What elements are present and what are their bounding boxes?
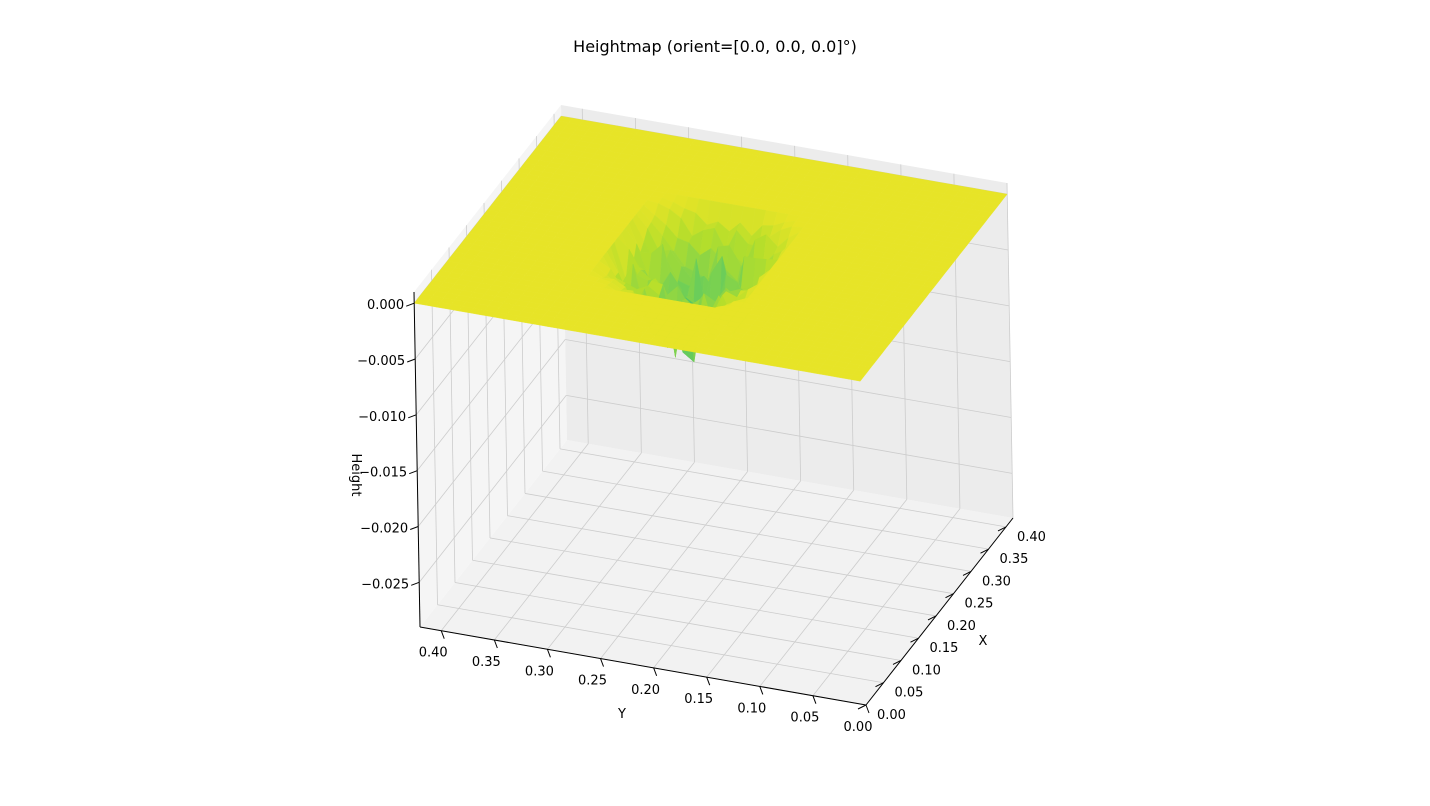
y-axis-tick-label: 0.25 bbox=[578, 674, 607, 689]
z-axis-tick-label: 0.000 bbox=[367, 298, 404, 313]
x-axis-tick-mark bbox=[927, 615, 937, 621]
z-axis-tick-label: −0.020 bbox=[360, 522, 408, 537]
y-axis-tick-mark bbox=[546, 649, 551, 658]
gridline-side-z bbox=[565, 339, 1012, 418]
z-axis-line bbox=[413, 291, 421, 628]
x-axis-tick-mark bbox=[997, 526, 1007, 532]
y-axis: 0.00 0.05 0.10 0.15 0.20 0.25 0.30 0.35 0.40 bbox=[419, 626, 873, 735]
gridline-floor-y bbox=[494, 452, 642, 641]
z-axis-tick-label: −0.015 bbox=[359, 466, 407, 481]
x-axis-tick-label: 0.05 bbox=[895, 686, 924, 701]
z-axis-tick-mark bbox=[406, 302, 415, 307]
y-axis-tick-mark bbox=[706, 676, 711, 686]
surface-mesh bbox=[413, 115, 1008, 382]
x-axis-tick-label: 0.30 bbox=[982, 574, 1011, 589]
gridline-side-y bbox=[1006, 182, 1014, 519]
y-axis-tick-mark bbox=[440, 630, 445, 639]
z-axis-tick-mark bbox=[409, 470, 418, 475]
y-axis-tick-label: 0.40 bbox=[419, 646, 448, 661]
y-axis-tick-label: 0.35 bbox=[472, 655, 501, 670]
y-axis-tick-mark bbox=[865, 704, 870, 714]
z-axis-label: Height bbox=[348, 454, 363, 497]
x-axis-tick-mark bbox=[980, 548, 989, 554]
x-axis-tick-label: 0.35 bbox=[1000, 552, 1029, 567]
x-axis-tick-label: 0.10 bbox=[912, 664, 941, 679]
y-axis-tick-label: 0.20 bbox=[631, 683, 660, 698]
y-axis-tick-label: 0.10 bbox=[737, 701, 766, 716]
x-axis-tick-label: 0.20 bbox=[947, 619, 976, 634]
gridline-floor-y bbox=[440, 443, 589, 631]
x-axis-tick-mark bbox=[962, 570, 972, 576]
y-axis-tick-mark bbox=[493, 639, 498, 649]
x-axis-tick-label: 0.40 bbox=[1017, 530, 1046, 545]
x-axis: 0.00 0.05 0.10 0.15 0.20 0.25 0.30 0.35 0.40 bbox=[857, 517, 1046, 723]
x-axis-tick-mark bbox=[892, 660, 902, 665]
x-axis-tick-label: 0.00 bbox=[877, 708, 906, 723]
y-axis-label: Y bbox=[617, 707, 626, 722]
z-axis-tick-label: −0.005 bbox=[357, 354, 405, 369]
x-axis-tick-mark bbox=[945, 593, 954, 599]
x-axis-label: X bbox=[979, 634, 988, 649]
y-axis-tick-label: 0.00 bbox=[844, 720, 873, 735]
x-axis-tick-mark bbox=[910, 637, 919, 643]
gridline-floor-y bbox=[812, 508, 961, 696]
y-axis-tick-mark bbox=[759, 686, 764, 695]
z-axis-tick-label: −0.025 bbox=[361, 577, 409, 592]
y-axis-tick-mark bbox=[653, 667, 658, 677]
z-axis-tick-mark bbox=[408, 414, 417, 419]
z-axis: 0.000 −0.005 −0.010 −0.015 −0.020 −0.025 bbox=[357, 291, 421, 628]
gridline-back-z bbox=[418, 395, 567, 583]
gridline-floor-y bbox=[653, 480, 801, 669]
x-axis-tick-mark bbox=[875, 682, 884, 688]
z-axis-tick-mark bbox=[407, 358, 416, 363]
gridline-back-x bbox=[431, 269, 438, 605]
x-axis-tick-mark bbox=[857, 704, 867, 710]
y-axis-tick-mark bbox=[812, 695, 817, 704]
y-axis-tick-label: 0.30 bbox=[525, 664, 554, 679]
x-axis-tick-label: 0.15 bbox=[930, 641, 959, 656]
y-axis-tick-label: 0.05 bbox=[790, 711, 819, 726]
floor-pane bbox=[420, 440, 1013, 705]
z-axis-tick-mark bbox=[411, 581, 420, 586]
chart-title: Heightmap (orient=[0.0, 0.0, 0.0]°) bbox=[573, 37, 857, 56]
y-axis-tick-mark bbox=[600, 658, 604, 667]
gridline-floor-y bbox=[547, 462, 695, 650]
y-axis-tick-label: 0.15 bbox=[684, 692, 713, 707]
gridline-floor-y bbox=[706, 489, 855, 678]
gridline-side-z bbox=[566, 394, 1013, 474]
z-axis-tick-label: −0.010 bbox=[358, 410, 406, 425]
gridline-back-z bbox=[417, 339, 566, 527]
gridline-floor-y bbox=[759, 499, 908, 687]
x-axis-tick-label: 0.25 bbox=[965, 597, 994, 612]
z-axis-tick-mark bbox=[410, 526, 419, 530]
gridline-floor-y bbox=[600, 471, 748, 659]
surface-face bbox=[848, 374, 865, 382]
